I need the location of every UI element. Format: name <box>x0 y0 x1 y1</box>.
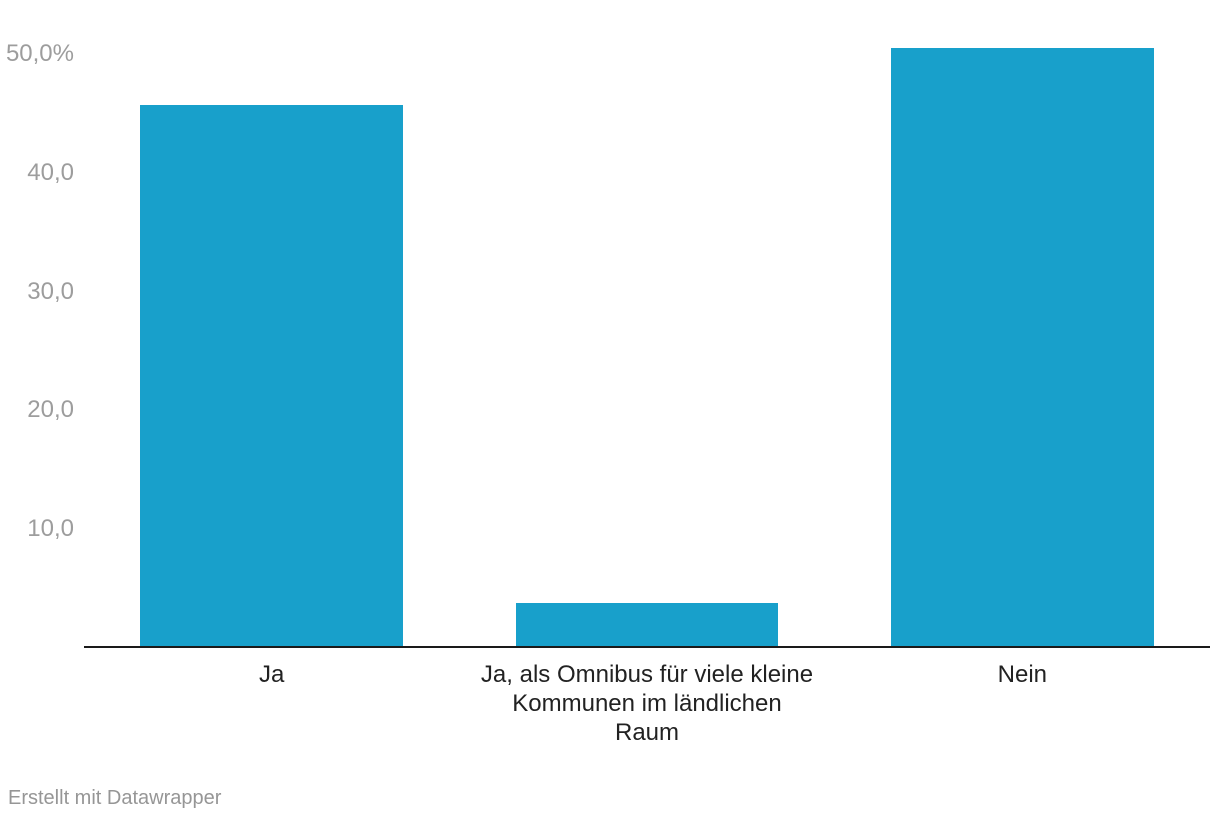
bar-1 <box>515 602 779 648</box>
x-category-label-0: Ja <box>258 661 285 688</box>
y-tick-label-30: 30,0 <box>27 277 74 305</box>
x-category-label-2: Nein <box>997 661 1047 688</box>
y-tick-label-20: 20,0 <box>27 396 74 424</box>
x-category-label-1: Ja, als Omnibus für viele kleine Kommune… <box>480 661 814 746</box>
x-axis-line <box>84 646 1210 648</box>
bar-0 <box>140 105 404 648</box>
y-tick-label-50: 50,0% <box>5 40 74 67</box>
y-tick-label-40: 40,0 <box>27 158 74 186</box>
datawrapper-attribution-link[interactable]: Erstellt mit Datawrapper <box>8 787 222 809</box>
y-tick-label-10: 10,0 <box>27 515 74 543</box>
bar-2 <box>890 48 1154 648</box>
